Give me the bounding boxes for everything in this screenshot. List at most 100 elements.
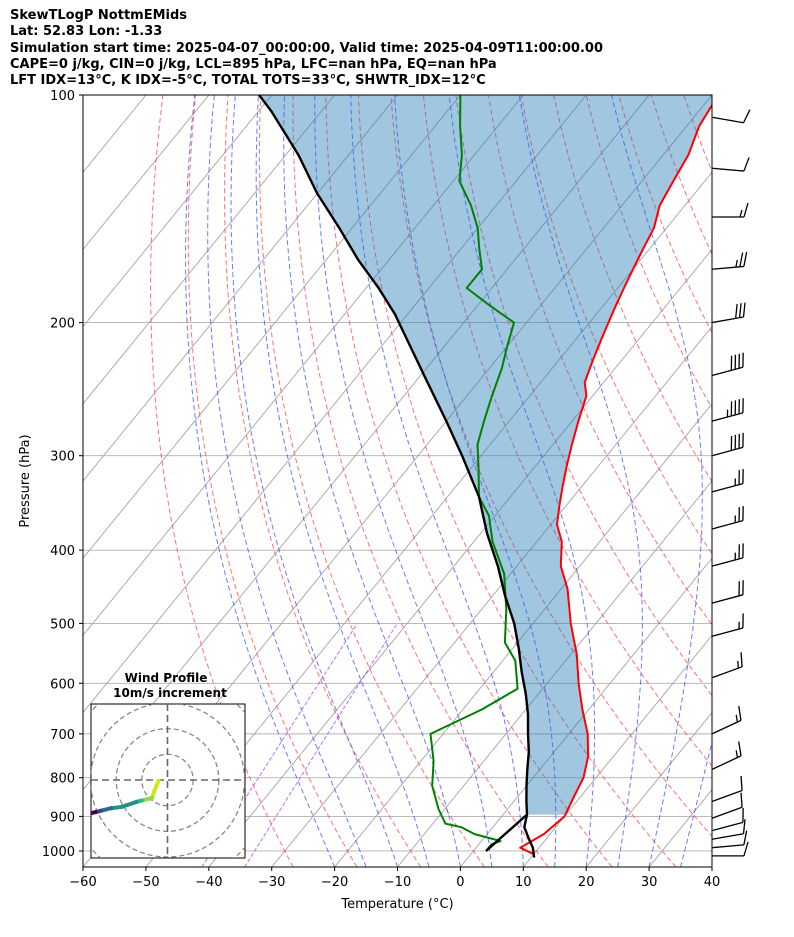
isotherm-line <box>711 866 712 867</box>
plot-area <box>83 95 794 867</box>
hodograph-trace <box>119 799 139 809</box>
dry-adiabat <box>749 95 794 867</box>
barb-half-flag <box>735 259 738 268</box>
moist-adiabat <box>711 865 712 867</box>
isotherm-line <box>83 95 84 96</box>
barb-flag <box>743 157 750 172</box>
moist-adiabat <box>230 95 398 867</box>
cape-line: CAPE=0 j/kg, CIN=0 j/kg, LCL=895 hPa, LF… <box>10 56 497 72</box>
dry-adiabat <box>224 95 422 867</box>
barb-half-flag <box>737 660 739 669</box>
wind-barbs <box>711 109 751 857</box>
x-axis-label: Temperature (°C) <box>340 897 453 912</box>
moist-adiabat <box>185 95 336 867</box>
x-tick-label: 10 <box>515 875 532 890</box>
isotherm-line <box>271 325 712 867</box>
x-tick-label: −50 <box>132 875 159 890</box>
dry-adiabat <box>455 95 712 697</box>
barb-staff <box>711 116 744 124</box>
barb-staff <box>711 446 744 457</box>
wind-barb <box>711 352 744 377</box>
isotherm-line <box>522 634 712 867</box>
moist-adiabat <box>394 95 557 867</box>
dry-adiabat <box>150 95 294 867</box>
barb-flag <box>740 792 743 808</box>
isotherm-line <box>648 789 712 867</box>
wind-barb <box>711 775 743 803</box>
isotherm-line <box>83 95 335 405</box>
moist-adiabat <box>207 95 367 867</box>
barb-staff <box>711 557 744 567</box>
lcl-line <box>485 813 528 852</box>
barb-staff <box>711 789 743 803</box>
barb-flag <box>742 109 751 124</box>
dry-adiabat <box>292 95 549 867</box>
wind-barb <box>711 543 744 567</box>
y-tick-label: 500 <box>50 617 75 632</box>
isotherm-line <box>83 95 210 251</box>
x-tick-label: −10 <box>384 875 411 890</box>
y-tick-label: 700 <box>50 728 75 743</box>
dewpoint-line <box>429 95 519 852</box>
wind-barb <box>711 580 744 604</box>
barb-flag <box>743 830 748 846</box>
x-tick-label: −60 <box>69 875 96 890</box>
isotherm-line <box>83 95 398 482</box>
mixing-ratio-line <box>244 623 398 867</box>
hodograph-subtitle: 10m/s increment <box>113 686 227 700</box>
index-line: LFT IDX=13°C, K IDX=-5°C, TOTAL TOTS=33°… <box>10 73 486 89</box>
barb-staff <box>711 821 744 832</box>
isotherm-line <box>397 480 712 867</box>
barb-half-flag <box>735 714 739 723</box>
barb-staff <box>711 265 744 270</box>
wind-barb <box>711 807 744 832</box>
barb-staff <box>711 366 744 377</box>
barb-staff <box>711 755 742 770</box>
x-tick-label: 30 <box>641 875 658 890</box>
barb-staff <box>711 833 744 840</box>
location-line: Lat: 52.83 Lon: -1.33 <box>10 24 163 40</box>
barb-staff <box>711 627 744 637</box>
moist-adiabat <box>283 95 461 867</box>
moist-adiabat <box>255 95 430 867</box>
y-tick-label: 100 <box>50 89 75 104</box>
hodograph-trace <box>91 810 98 816</box>
axes: −60 −50 −40 −30 −20 −10 0 10 20 30 40 100 200 300 400 5… <box>18 89 720 912</box>
barb-half-flag <box>739 209 743 218</box>
dry-adiabat <box>650 95 712 256</box>
moist-adiabat <box>314 95 493 867</box>
barb-flag <box>738 741 742 756</box>
isotherm-line <box>334 403 712 867</box>
x-tick-label: 40 <box>704 875 721 890</box>
isotherm-line <box>460 557 712 867</box>
wind-barb <box>711 302 746 324</box>
barb-staff <box>711 719 742 735</box>
isotherm-line <box>83 95 524 637</box>
cape-shading <box>259 95 712 815</box>
dry-adiabat <box>325 95 613 867</box>
barb-flag <box>738 705 742 721</box>
wind-barb <box>711 432 744 457</box>
barb-flag <box>743 841 749 857</box>
x-tick-label: −40 <box>195 875 222 890</box>
wind-barb <box>711 705 742 735</box>
barb-flag <box>739 252 744 267</box>
barb-staff <box>711 483 744 493</box>
y-tick-label: 800 <box>50 772 75 787</box>
barb-half-flag <box>735 750 739 758</box>
wind-barb <box>712 202 749 218</box>
y-tick-label: 200 <box>50 317 75 332</box>
barb-staff <box>711 520 744 530</box>
dry-adiabat <box>187 95 358 867</box>
isotherm-line <box>83 95 273 328</box>
barb-staff <box>711 806 743 819</box>
hodograph-body <box>91 704 245 858</box>
dry-adiabat <box>390 95 712 838</box>
wind-barb <box>711 109 751 124</box>
temperature-line <box>519 103 712 856</box>
y-axis-label: Pressure (hPa) <box>18 434 33 527</box>
wind-barb <box>711 157 750 172</box>
y-tick-label: 400 <box>50 544 75 559</box>
moist-adiabat <box>350 95 524 867</box>
chart-header: SkewTLogP NottmEMids Lat: 52.83 Lon: -1.… <box>10 8 603 89</box>
